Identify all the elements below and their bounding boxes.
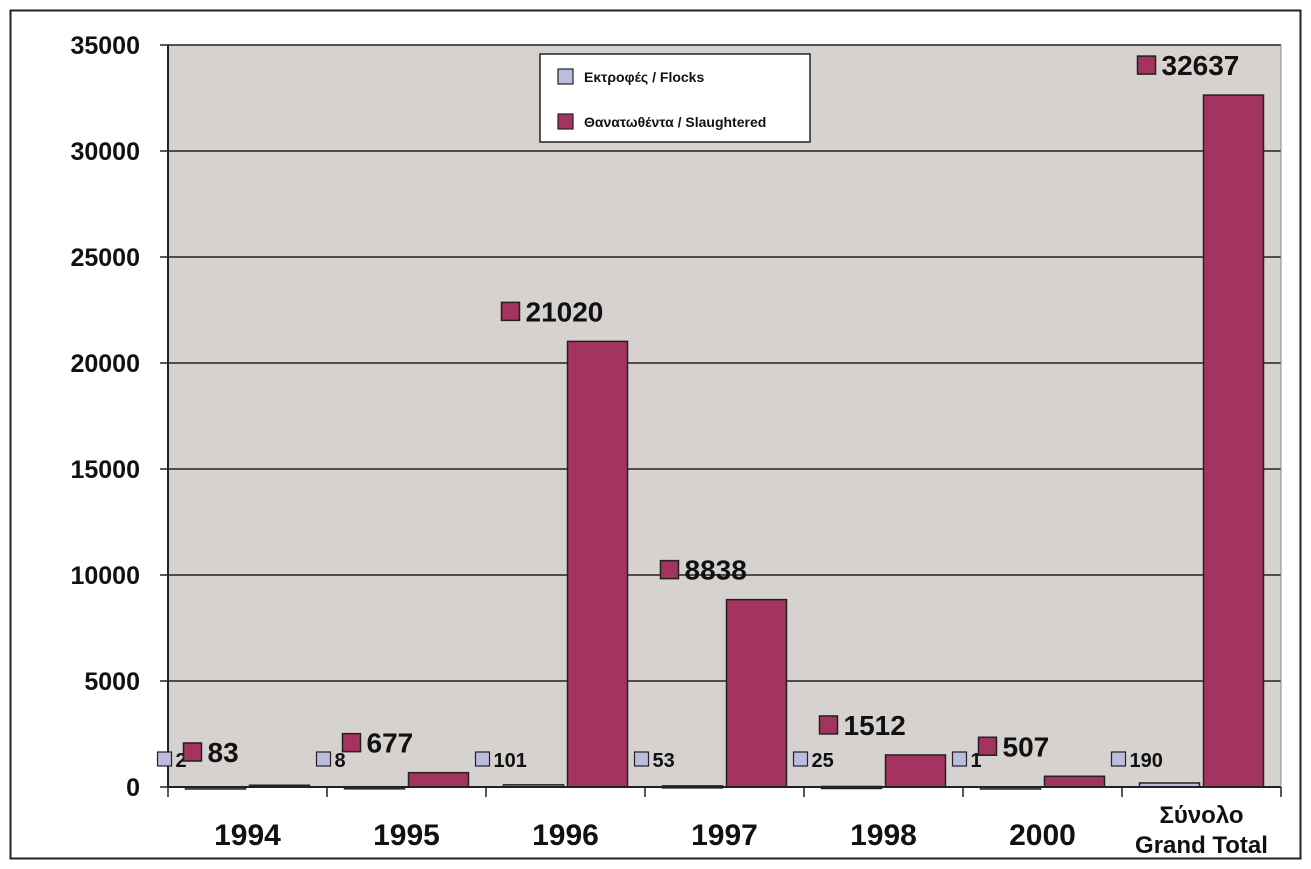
flocks-data-label: 2 [176, 750, 187, 772]
bar-slaughtered [566, 340, 629, 788]
flocks-data-label: 190 [1130, 750, 1163, 772]
y-tick-label: 10000 [70, 562, 140, 590]
legend-swatch [557, 113, 574, 130]
slaughtered-data-label: 83 [208, 737, 239, 768]
x-tick-label: 1996 [532, 819, 599, 852]
flocks-label-marker [474, 751, 491, 767]
slaughtered-data-label: 677 [367, 728, 414, 759]
legend-box [539, 53, 811, 143]
x-tick-label: Σύνολο [1159, 802, 1243, 829]
slaughtered-label-marker [1136, 55, 1157, 75]
legend: Εκτροφές / Flocks Θανατωθέντα / Slaughter… [539, 53, 811, 143]
slaughtered-label-marker [341, 732, 362, 753]
plot-area [168, 45, 1281, 787]
legend-swatch [557, 68, 574, 85]
bar-slaughtered [407, 771, 470, 788]
slaughtered-label-marker [500, 301, 521, 322]
flocks-label-marker [156, 751, 173, 767]
flocks-label-marker [792, 751, 809, 767]
y-tick-label: 20000 [70, 350, 140, 378]
x-tick-label: 2000 [1009, 819, 1076, 852]
slaughtered-label-marker [818, 715, 839, 735]
flocks-label-marker [633, 751, 650, 767]
flocks-data-label: 25 [812, 750, 834, 772]
tick-labels: 0 5000 10000 15000 20000 25000 30000 35000 1994 1… [70, 32, 1267, 859]
flocks-data-label: 101 [494, 750, 527, 772]
slaughtered-data-label: 32637 [1162, 50, 1240, 81]
legend-label: Εκτροφές / Flocks [584, 69, 704, 85]
slaughtered-data-label: 8838 [685, 555, 747, 586]
slaughtered-label-marker [977, 736, 998, 757]
bar-slaughtered [725, 598, 788, 788]
slaughtered-data-label: 507 [1003, 731, 1050, 762]
x-tick-label: 1997 [691, 819, 758, 852]
slaughtered-label-marker [659, 559, 680, 580]
slaughtered-data-label: 21020 [526, 296, 604, 327]
flocks-label-marker [315, 751, 332, 767]
flocks-label-marker [951, 751, 968, 767]
x-tick-label: 1995 [373, 819, 440, 852]
y-tick-label: 0 [126, 774, 140, 802]
flocks-data-label: 8 [335, 750, 346, 772]
y-tick-label: 35000 [70, 32, 140, 60]
y-tick-label: 25000 [70, 244, 140, 272]
flocks-data-label: 1 [971, 750, 982, 772]
x-tick-label: 1994 [214, 819, 281, 852]
bar-slaughtered [1202, 94, 1265, 788]
bar-slaughtered [1043, 775, 1106, 788]
data-labels: 2 83 8 677 101 21020 53 8838 25 1512 1 507 190 32637 [156, 50, 1240, 772]
y-tick-label: 30000 [70, 138, 140, 166]
axes [160, 44, 1282, 797]
flocks-data-label: 53 [653, 750, 675, 772]
flocks-label-marker [1110, 751, 1127, 767]
bar-slaughtered [884, 754, 947, 788]
x-tick-label: 1998 [850, 819, 917, 852]
bars [184, 94, 1265, 790]
y-tick-label: 5000 [84, 668, 140, 696]
gridlines [168, 44, 1281, 682]
y-tick-label: 15000 [70, 456, 140, 484]
slaughtered-label-marker [182, 742, 203, 762]
legend-label: Θανατωθέντα / Slaughtered [584, 114, 766, 130]
slaughtered-data-label: 1512 [844, 710, 906, 741]
x-tick-label: Grand Total [1135, 832, 1268, 859]
